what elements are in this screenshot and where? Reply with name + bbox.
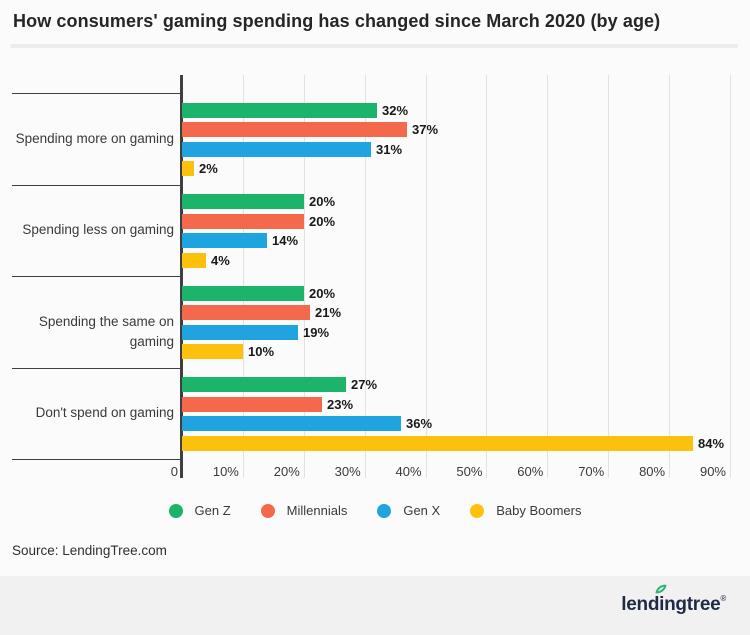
category-label: Spending more on gaming — [15, 131, 174, 146]
bar-gen-x — [182, 416, 401, 431]
x-tick-label: 30% — [334, 464, 361, 479]
bar-value-label: 84% — [698, 436, 725, 451]
legend-label: Millennials — [286, 503, 348, 518]
bar-gen-x — [182, 325, 298, 340]
category-divider-line — [12, 459, 182, 460]
category-label: Spending the same on gaming — [38, 314, 174, 349]
registered-trademark: ® — [720, 594, 726, 603]
leaf-icon — [655, 583, 667, 595]
gridline-90% — [730, 75, 731, 478]
x-tick-label: 0 — [170, 464, 178, 479]
x-tick-label: 90% — [699, 464, 726, 479]
x-tick-label: 60% — [517, 464, 544, 479]
category-label: Don't spend on gaming — [35, 405, 174, 420]
category-divider-line — [12, 368, 182, 369]
gridline-80% — [669, 75, 671, 478]
bar-value-label: 20% — [309, 214, 336, 229]
legend-label: Gen X — [403, 503, 441, 518]
category-divider-line — [12, 185, 182, 186]
bar-value-label: 37% — [412, 122, 439, 137]
logo-letter-i: i — [655, 583, 667, 616]
x-tick-label: 40% — [395, 464, 422, 479]
bar-baby-boomers — [182, 344, 243, 359]
legend-item-gen-x: Gen X — [377, 503, 440, 518]
bar-value-label: 23% — [327, 397, 354, 412]
gridline-20% — [303, 75, 305, 478]
bar-gen-z — [182, 286, 304, 301]
bar-baby-boomers — [182, 436, 693, 451]
legend-label: Gen Z — [194, 503, 231, 518]
bar-millennials — [182, 305, 310, 320]
bar-gen-x — [182, 233, 267, 248]
bar-baby-boomers — [182, 161, 194, 176]
bar-value-label: 20% — [309, 194, 336, 209]
category-label: Spending less on gaming — [22, 222, 174, 237]
x-tick-label: 50% — [456, 464, 483, 479]
chart-title: How consumers' gaming spending has chang… — [13, 11, 661, 31]
title-underline-rule — [10, 44, 738, 48]
bar-millennials — [182, 122, 407, 137]
category-divider-line — [12, 93, 182, 94]
category-divider-line — [12, 276, 182, 277]
gridline-40% — [425, 75, 427, 478]
legend-item-baby-boomers: Baby Boomers — [470, 503, 581, 518]
x-tick-label: 80% — [639, 464, 666, 479]
bar-value-label: 10% — [248, 344, 275, 359]
bar-value-label: 4% — [211, 253, 230, 268]
x-tick-label: 20% — [273, 464, 300, 479]
bar-value-label: 2% — [199, 161, 218, 176]
source-note: Source: LendingTree.com — [12, 543, 167, 558]
legend-swatch-icon — [470, 503, 485, 518]
gridline-50% — [486, 75, 488, 478]
legend-swatch-icon — [377, 503, 392, 518]
gridline-30% — [364, 75, 366, 478]
bar-gen-x — [182, 142, 371, 157]
logo-text-pre: lend — [621, 594, 660, 615]
legend-swatch-icon — [168, 503, 183, 518]
bar-value-label: 19% — [303, 325, 330, 340]
bar-value-label: 36% — [406, 416, 433, 431]
legend-label: Baby Boomers — [496, 503, 582, 518]
x-tick-label: 70% — [578, 464, 605, 479]
bar-gen-z — [182, 103, 377, 118]
logo-text-post: ngtree — [664, 594, 721, 615]
bar-value-label: 14% — [272, 233, 299, 248]
footer-band: lend ingtree® — [0, 576, 750, 635]
lendingtree-logo: lend ingtree® — [621, 583, 726, 616]
chart-legend: Gen Z Millennials Gen X Baby Boomers — [0, 503, 750, 518]
bar-value-label: 20% — [309, 286, 336, 301]
gridline-60% — [547, 75, 549, 478]
bar-gen-z — [182, 194, 304, 209]
legend-item-millennials: Millennials — [260, 503, 348, 518]
bar-value-label: 32% — [382, 103, 409, 118]
x-tick-label: 10% — [212, 464, 239, 479]
bar-gen-z — [182, 377, 346, 392]
bar-baby-boomers — [182, 253, 206, 268]
bar-millennials — [182, 397, 322, 412]
legend-swatch-icon — [260, 503, 275, 518]
bar-value-label: 21% — [315, 305, 342, 320]
bar-millennials — [182, 214, 304, 229]
gridline-10% — [242, 75, 244, 478]
gridline-70% — [608, 75, 610, 478]
bar-value-label: 27% — [351, 377, 378, 392]
legend-item-gen-z: Gen Z — [168, 503, 231, 518]
bar-value-label: 31% — [376, 142, 403, 157]
